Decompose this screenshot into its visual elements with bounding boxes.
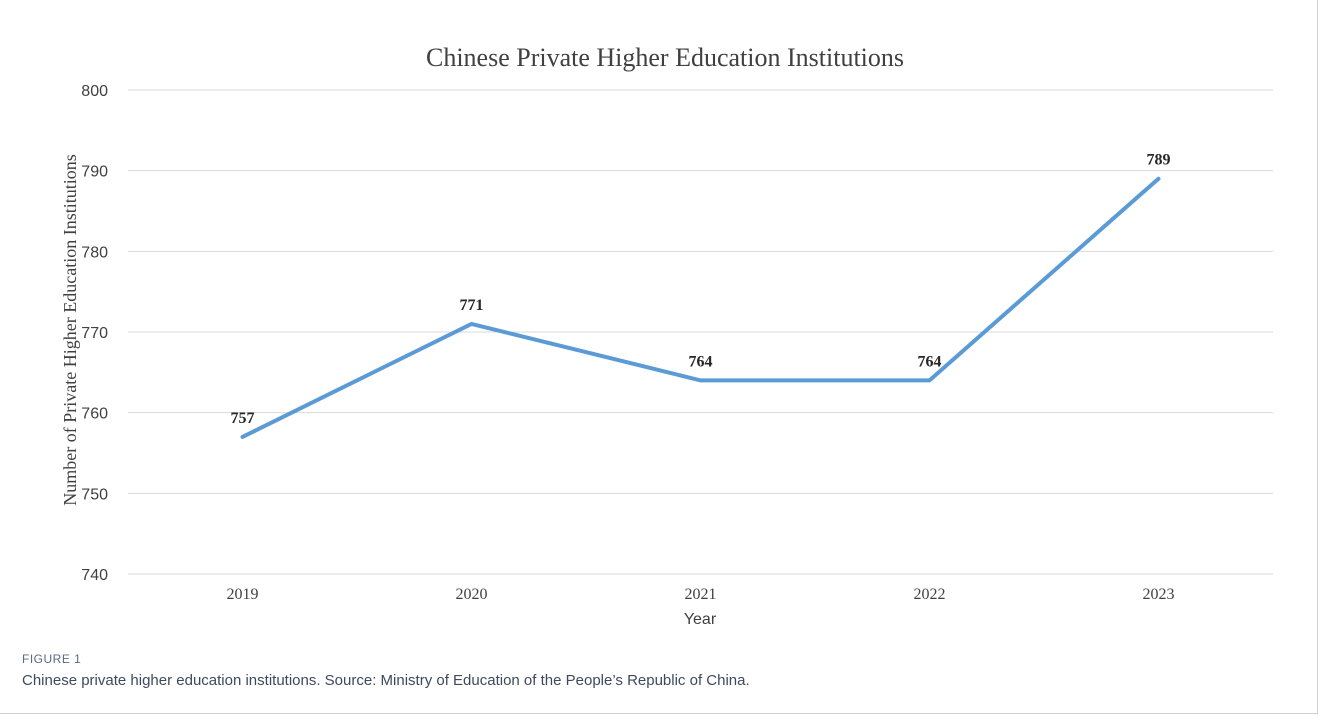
x-tick-label: 2020 bbox=[456, 586, 488, 603]
x-tick-label: 2022 bbox=[914, 586, 946, 603]
figure-caption: Chinese private higher education institu… bbox=[22, 672, 750, 689]
data-label: 757 bbox=[231, 410, 255, 427]
x-axis-title: Year bbox=[684, 611, 717, 628]
y-tick-label: 750 bbox=[81, 486, 108, 503]
line-chart: Chinese Private Higher Education Institu… bbox=[60, 43, 1273, 628]
x-axis-ticks: 2019 2020 2021 2022 2023 bbox=[227, 586, 1175, 603]
data-label: 771 bbox=[460, 297, 484, 314]
y-tick-label: 790 bbox=[81, 164, 108, 181]
x-tick-label: 2019 bbox=[227, 586, 259, 603]
data-label: 764 bbox=[689, 353, 713, 370]
y-tick-label: 780 bbox=[81, 244, 108, 261]
x-tick-label: 2023 bbox=[1143, 586, 1175, 603]
x-tick-label: 2021 bbox=[685, 586, 717, 603]
series-line bbox=[240, 176, 1161, 439]
y-tick-label: 800 bbox=[81, 83, 108, 100]
series-layer bbox=[240, 176, 1161, 439]
y-tick-label: 760 bbox=[81, 406, 108, 423]
data-label: 764 bbox=[918, 353, 942, 370]
y-tick-label: 740 bbox=[81, 567, 108, 584]
chart-title: Chinese Private Higher Education Institu… bbox=[426, 43, 904, 72]
data-labels: 757 771 764 764 789 bbox=[231, 152, 1171, 427]
figure-label: FIGURE 1 bbox=[22, 652, 82, 666]
y-axis-ticks: 740 750 760 770 780 790 800 bbox=[81, 83, 108, 584]
y-tick-label: 770 bbox=[81, 325, 108, 342]
gridlines bbox=[128, 89, 1273, 575]
data-label: 789 bbox=[1147, 152, 1171, 169]
y-axis-title: Number of Private Higher Education Insti… bbox=[60, 154, 80, 505]
